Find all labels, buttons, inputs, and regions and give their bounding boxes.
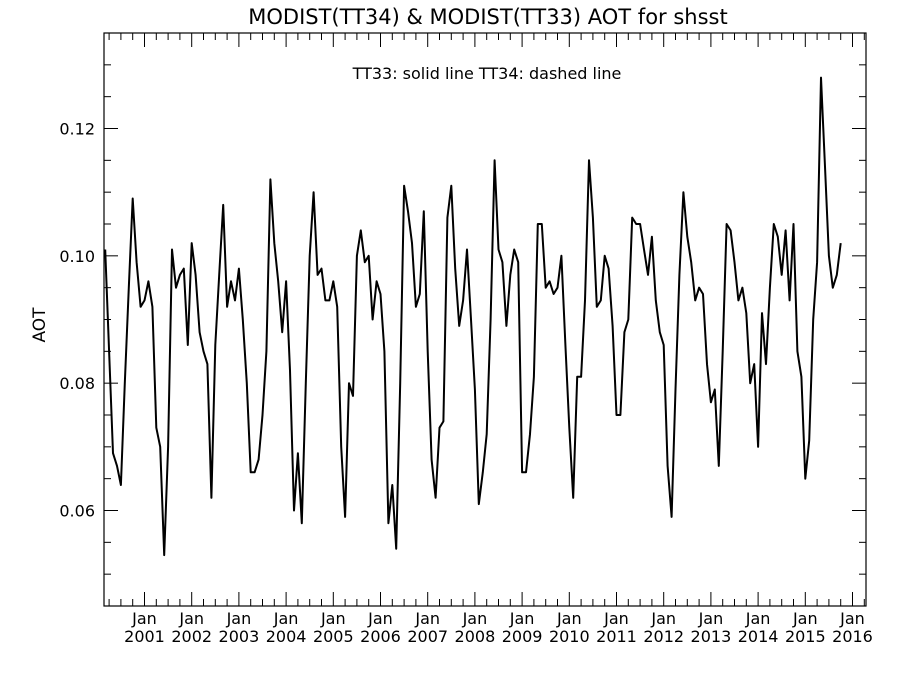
x-tick-month-label: Jan	[839, 609, 865, 628]
x-tick-year-label: 2002	[171, 627, 212, 646]
x-tick-year-label: 2006	[360, 627, 401, 646]
x-tick-year-label: 2014	[738, 627, 779, 646]
x-axis: Jan2001Jan2002Jan2003Jan2004Jan2005Jan20…	[108, 33, 873, 646]
x-tick-year-label: 2016	[832, 627, 873, 646]
x-tick-month-label: Jan	[273, 609, 299, 628]
y-tick-label: 0.06	[59, 502, 95, 521]
x-tick-year-label: 2007	[407, 627, 448, 646]
x-tick-month-label: Jan	[320, 609, 346, 628]
x-tick-year-label: 2004	[266, 627, 307, 646]
x-tick-month-label: Jan	[414, 609, 440, 628]
x-tick-year-label: 2012	[643, 627, 684, 646]
y-axis-label: AOT	[30, 307, 50, 343]
x-tick-month-label: Jan	[792, 609, 818, 628]
x-tick-year-label: 2001	[124, 627, 165, 646]
chart-title: MODIST(TT34) & MODIST(TT33) AOT for shss…	[248, 5, 727, 29]
x-tick-year-label: 2013	[691, 627, 732, 646]
x-tick-month-label: Jan	[745, 609, 771, 628]
y-tick-label: 0.10	[59, 247, 95, 266]
x-tick-month-label: Jan	[178, 609, 204, 628]
x-tick-year-label: 2010	[549, 627, 590, 646]
y-axis: 0.06 0.08 0.10 0.12	[59, 32, 866, 607]
series-line-tt33	[104, 76, 842, 557]
y-tick-label: 0.12	[59, 120, 95, 139]
x-tick-year-label: 2015	[785, 627, 826, 646]
x-tick-month-label: Jan	[509, 609, 535, 628]
legend-annotation: TT33: solid line TT34: dashed line	[352, 64, 622, 83]
x-tick-month-label: Jan	[603, 609, 629, 628]
x-tick-year-label: 2008	[455, 627, 496, 646]
x-tick-month-label: Jan	[131, 609, 157, 628]
plot-frame	[103, 32, 867, 607]
x-tick-month-label: Jan	[650, 609, 676, 628]
x-tick-month-label: Jan	[698, 609, 724, 628]
x-tick-year-label: 2005	[313, 627, 354, 646]
x-tick-year-label: 2003	[219, 627, 260, 646]
y-tick-label: 0.08	[59, 374, 95, 393]
x-tick-year-label: 2009	[502, 627, 543, 646]
x-tick-month-label: Jan	[226, 609, 252, 628]
x-tick-month-label: Jan	[462, 609, 488, 628]
x-tick-month-label: Jan	[556, 609, 582, 628]
x-tick-month-label: Jan	[367, 609, 393, 628]
x-tick-year-label: 2011	[596, 627, 637, 646]
